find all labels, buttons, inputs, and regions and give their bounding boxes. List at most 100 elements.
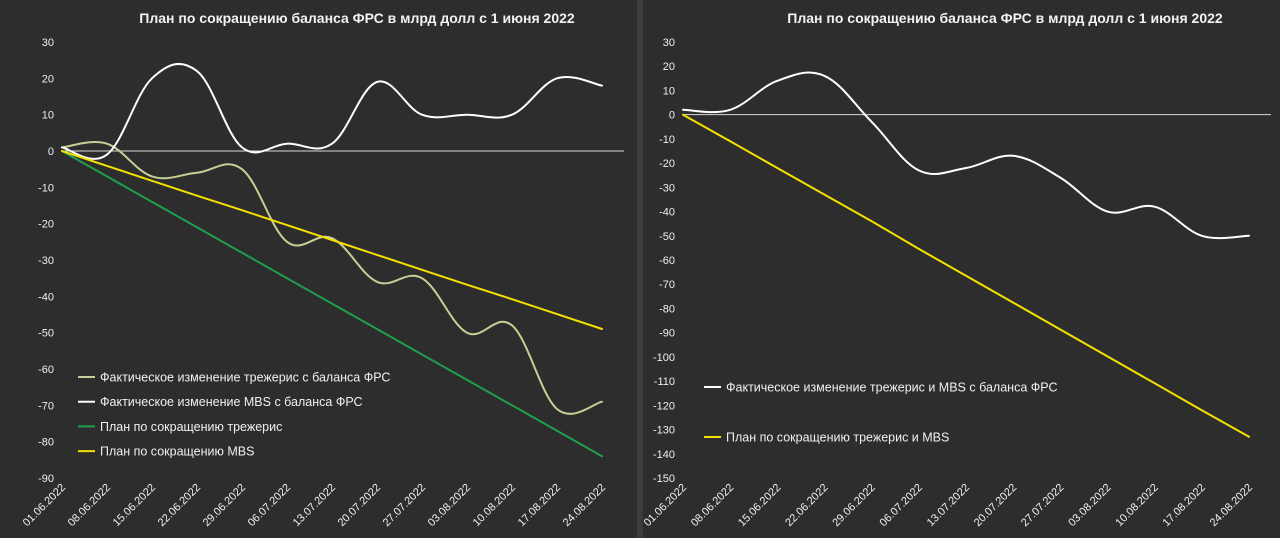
data-point bbox=[106, 143, 108, 145]
chart-title: План по сокращению баланса ФРС в млрд до… bbox=[139, 10, 575, 26]
series-line-1 bbox=[61, 140, 603, 415]
data-point bbox=[421, 277, 423, 279]
x-tick-label: 01.06.2022 bbox=[21, 482, 68, 529]
data-point bbox=[1106, 210, 1108, 212]
y-tick-label: -90 bbox=[659, 328, 675, 340]
data-point bbox=[421, 113, 423, 115]
data-point bbox=[331, 239, 333, 241]
data-point bbox=[376, 254, 378, 256]
y-tick-label: -10 bbox=[659, 134, 675, 146]
data-point bbox=[286, 224, 288, 226]
data-point bbox=[196, 172, 198, 174]
y-tick-label: -80 bbox=[659, 303, 675, 315]
y-tick-label: -30 bbox=[659, 182, 675, 194]
series-line-3 bbox=[61, 150, 603, 458]
legend-label: Фактическое изменение MBS с баланса ФРС bbox=[100, 395, 363, 409]
y-tick-label: -20 bbox=[38, 219, 54, 231]
legend-label: План по сокращению трежерис bbox=[100, 420, 282, 434]
data-point bbox=[1153, 382, 1155, 384]
data-point bbox=[1106, 355, 1108, 357]
y-tick-label: -110 bbox=[654, 376, 675, 388]
x-tick-label: 13.07.2022 bbox=[291, 482, 338, 529]
y-tick-label: -50 bbox=[659, 231, 675, 243]
data-point bbox=[466, 113, 468, 115]
data-point bbox=[682, 113, 684, 115]
data-point bbox=[870, 220, 872, 222]
data-point bbox=[106, 153, 108, 155]
x-tick-label: 29.06.2022 bbox=[830, 482, 877, 529]
data-point bbox=[61, 146, 63, 148]
data-point bbox=[511, 404, 513, 406]
data-point bbox=[241, 252, 243, 254]
x-tick-label: 24.08.2022 bbox=[1208, 482, 1255, 529]
data-point bbox=[241, 168, 243, 170]
x-tick-label: 03.08.2022 bbox=[1066, 482, 1113, 529]
data-point bbox=[776, 80, 778, 82]
y-tick-label: -50 bbox=[38, 328, 54, 340]
series-line-2 bbox=[682, 113, 1250, 438]
y-tick-label: -70 bbox=[659, 279, 675, 291]
y-tick-label: -60 bbox=[38, 364, 54, 376]
data-point bbox=[965, 275, 967, 277]
data-point bbox=[823, 75, 825, 77]
x-tick-label: 03.08.2022 bbox=[426, 482, 473, 529]
y-tick-label: -150 bbox=[653, 473, 675, 485]
data-point bbox=[196, 226, 198, 228]
legend-label: План по сокращению трежерис и MBS bbox=[726, 431, 949, 445]
x-tick-label: 20.07.2022 bbox=[972, 482, 1019, 529]
x-tick-label: 01.06.2022 bbox=[643, 482, 689, 529]
chart-title: План по сокращению баланса ФРС в млрд до… bbox=[787, 10, 1223, 26]
data-point bbox=[601, 401, 603, 403]
x-tick-label: 27.07.2022 bbox=[1019, 482, 1066, 529]
data-point bbox=[601, 455, 603, 457]
data-point bbox=[556, 408, 558, 410]
data-point bbox=[376, 281, 378, 283]
series-line-2 bbox=[61, 62, 603, 160]
data-point bbox=[241, 209, 243, 211]
legend-label: Фактическое изменение трежерис с баланса… bbox=[100, 371, 390, 385]
x-tick-label: 10.08.2022 bbox=[1113, 482, 1160, 529]
data-point bbox=[511, 324, 513, 326]
y-tick-label: -30 bbox=[38, 255, 54, 267]
data-point bbox=[151, 180, 153, 182]
data-point bbox=[1201, 409, 1203, 411]
data-point bbox=[682, 109, 684, 111]
x-tick-label: 06.07.2022 bbox=[878, 482, 925, 529]
data-point bbox=[1153, 206, 1155, 208]
x-tick-label: 17.08.2022 bbox=[516, 482, 563, 529]
y-tick-label: 30 bbox=[663, 37, 675, 49]
data-point bbox=[729, 109, 731, 111]
y-tick-label: -130 bbox=[653, 425, 675, 437]
data-point bbox=[965, 167, 967, 169]
data-point bbox=[1012, 301, 1014, 303]
data-point bbox=[1012, 155, 1014, 157]
legend-item-4: План по сокращению MBS bbox=[78, 445, 254, 459]
y-tick-label: -100 bbox=[653, 352, 675, 364]
legend-label: Фактическое изменение трежерис и MBS с б… bbox=[726, 381, 1057, 395]
data-point bbox=[556, 77, 558, 79]
y-tick-label: 20 bbox=[42, 73, 54, 85]
data-point bbox=[151, 77, 153, 79]
data-point bbox=[241, 146, 243, 148]
data-point bbox=[601, 84, 603, 86]
data-point bbox=[1059, 328, 1061, 330]
data-point bbox=[286, 143, 288, 145]
data-point bbox=[776, 167, 778, 169]
data-point bbox=[556, 430, 558, 432]
x-tick-label: 22.06.2022 bbox=[783, 482, 830, 529]
data-point bbox=[196, 194, 198, 196]
data-point bbox=[106, 175, 108, 177]
data-point bbox=[511, 113, 513, 115]
x-tick-label: 08.06.2022 bbox=[66, 482, 113, 529]
data-point bbox=[286, 277, 288, 279]
data-point bbox=[331, 143, 333, 145]
legend-item-2: План по сокращению трежерис и MBS bbox=[704, 431, 949, 445]
y-tick-label: -80 bbox=[38, 437, 54, 449]
data-point bbox=[61, 150, 63, 152]
y-tick-label: -120 bbox=[653, 400, 675, 412]
combined-balance-chart: План по сокращению баланса ФРС в млрд до… bbox=[643, 10, 1271, 529]
y-tick-label: -70 bbox=[38, 400, 54, 412]
x-tick-label: 15.06.2022 bbox=[111, 482, 158, 529]
y-tick-label: -40 bbox=[659, 207, 675, 219]
